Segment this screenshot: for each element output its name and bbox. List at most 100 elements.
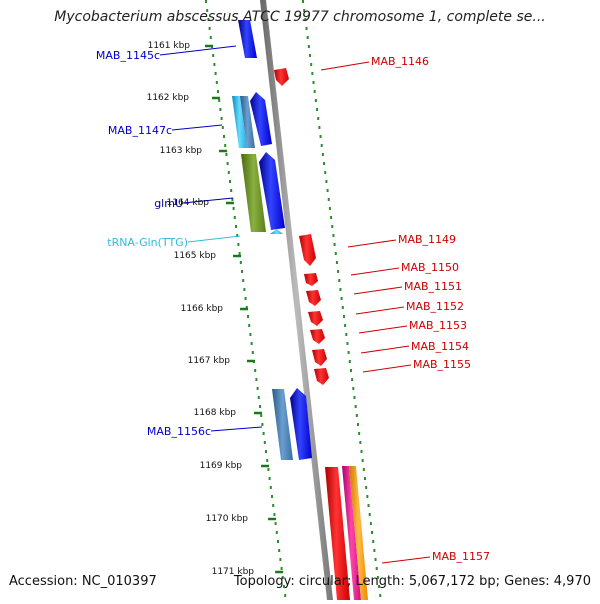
- track-dot: [206, 9, 209, 12]
- track-dot: [327, 198, 330, 201]
- track-dot: [332, 234, 335, 237]
- track-dot: [334, 252, 337, 255]
- track-dot: [280, 567, 283, 570]
- gene-mab-1147c-b[interactable]: [240, 96, 255, 148]
- track-dot: [265, 450, 267, 453]
- gene-label[interactable]: MAB_1157: [432, 550, 490, 563]
- track-dot: [283, 585, 285, 588]
- track-dot: [278, 549, 281, 552]
- gene-blue-1168[interactable]: [290, 388, 312, 460]
- track-dot: [352, 387, 355, 390]
- track-dot: [374, 558, 377, 561]
- gene-label[interactable]: MAB_1149: [398, 233, 456, 246]
- track-dot: [335, 261, 338, 264]
- gene-label[interactable]: MAB_1154: [411, 340, 469, 353]
- gene-mab-1150[interactable]: [304, 273, 318, 286]
- gene-label[interactable]: MAB_1151: [404, 280, 462, 293]
- track-dot: [330, 216, 333, 219]
- track-dot: [232, 207, 235, 210]
- gene-label[interactable]: glmU: [154, 197, 183, 210]
- track-dot: [207, 18, 210, 21]
- track-dot: [279, 558, 282, 561]
- track-dot: [254, 369, 257, 372]
- track-dot: [303, 9, 306, 12]
- gene-glmu[interactable]: [241, 154, 266, 232]
- track-dot: [309, 54, 312, 57]
- gene-label[interactable]: MAB_1156c: [147, 425, 211, 438]
- gene-blue-1162[interactable]: [250, 92, 272, 146]
- track-dot: [218, 99, 221, 102]
- track-dot: [373, 549, 376, 552]
- gene-label[interactable]: MAB_1150: [401, 261, 459, 274]
- track-dot: [331, 225, 334, 228]
- gene-mab-1156c[interactable]: [272, 389, 293, 460]
- gene-mab-1151[interactable]: [306, 290, 321, 306]
- track-dot: [225, 153, 228, 156]
- track-dot: [221, 126, 224, 129]
- track-dot: [353, 396, 356, 399]
- track-dot: [328, 207, 331, 210]
- right-track-edge: [302, 0, 382, 597]
- track-dot: [241, 270, 243, 273]
- track-dot: [378, 585, 381, 588]
- track-dot: [358, 432, 361, 435]
- track-dot: [310, 63, 313, 66]
- gene-trna-gln[interactable]: [270, 229, 283, 234]
- track-dot: [341, 306, 344, 309]
- tick-label: 1161 kbp: [148, 41, 191, 51]
- track-dot: [345, 333, 348, 336]
- gene-mab-1153[interactable]: [310, 329, 325, 344]
- track-dot: [212, 54, 215, 57]
- track-dot: [304, 18, 307, 21]
- gene-mab-1157-b[interactable]: [342, 466, 361, 600]
- track-dot: [338, 279, 341, 282]
- label-leader: [320, 61, 370, 71]
- track-dot: [219, 108, 222, 111]
- track-dot: [277, 540, 279, 543]
- track-dot: [349, 369, 352, 372]
- track-dot: [245, 306, 248, 309]
- track-dot: [305, 27, 308, 30]
- track-dot: [260, 414, 263, 417]
- track-dot: [213, 63, 216, 66]
- track-dot: [267, 468, 270, 471]
- gene-mab-1152[interactable]: [308, 311, 323, 326]
- track-dot: [321, 153, 324, 156]
- track-dot: [313, 90, 316, 93]
- track-dot: [347, 351, 350, 354]
- left-gene-labels: MAB_1145c MAB_1147c glmU tRNA-Gln(TTG) MAB_1…: [96, 45, 263, 438]
- gene-mab-1146[interactable]: [274, 68, 289, 86]
- gene-mab-1157-a[interactable]: [325, 467, 350, 600]
- track-dot: [273, 513, 276, 516]
- gene-label[interactable]: MAB_1147c: [108, 124, 172, 137]
- track-dot: [268, 477, 271, 480]
- gene-mab-1147c-a[interactable]: [232, 96, 247, 148]
- tick-label: 1166 kbp: [181, 304, 224, 314]
- track-dot: [269, 486, 272, 489]
- gene-mab-1149[interactable]: [299, 234, 316, 266]
- gene-label[interactable]: MAB_1153: [409, 319, 467, 332]
- sequence-title: Mycobacterium abscessus ATCC 19977 chrom…: [54, 9, 546, 25]
- track-dot: [317, 117, 320, 120]
- track-dot: [205, 0, 207, 3]
- gene-label[interactable]: MAB_1152: [406, 300, 464, 313]
- gene-label[interactable]: MAB_1146: [371, 55, 429, 68]
- gene-blue-1163[interactable]: [259, 152, 285, 230]
- gene-mab-1154[interactable]: [312, 349, 327, 366]
- track-dot: [239, 261, 242, 264]
- gene-mab-1157-c[interactable]: [349, 466, 368, 600]
- track-dot: [215, 81, 218, 84]
- gene-label[interactable]: tRNA-Gln(TTG): [107, 236, 188, 249]
- gene-label[interactable]: MAB_1145c: [96, 49, 160, 62]
- gene-label[interactable]: MAB_1155: [413, 358, 471, 371]
- track-dot: [342, 315, 345, 318]
- track-dot: [217, 90, 219, 93]
- track-dot: [337, 270, 340, 273]
- gene-mab-1155[interactable]: [314, 368, 329, 385]
- label-leader: [353, 286, 403, 295]
- gene-mab-1145c[interactable]: [238, 20, 257, 58]
- track-dot: [369, 522, 372, 525]
- tick-label: 1171 kbp: [212, 567, 255, 577]
